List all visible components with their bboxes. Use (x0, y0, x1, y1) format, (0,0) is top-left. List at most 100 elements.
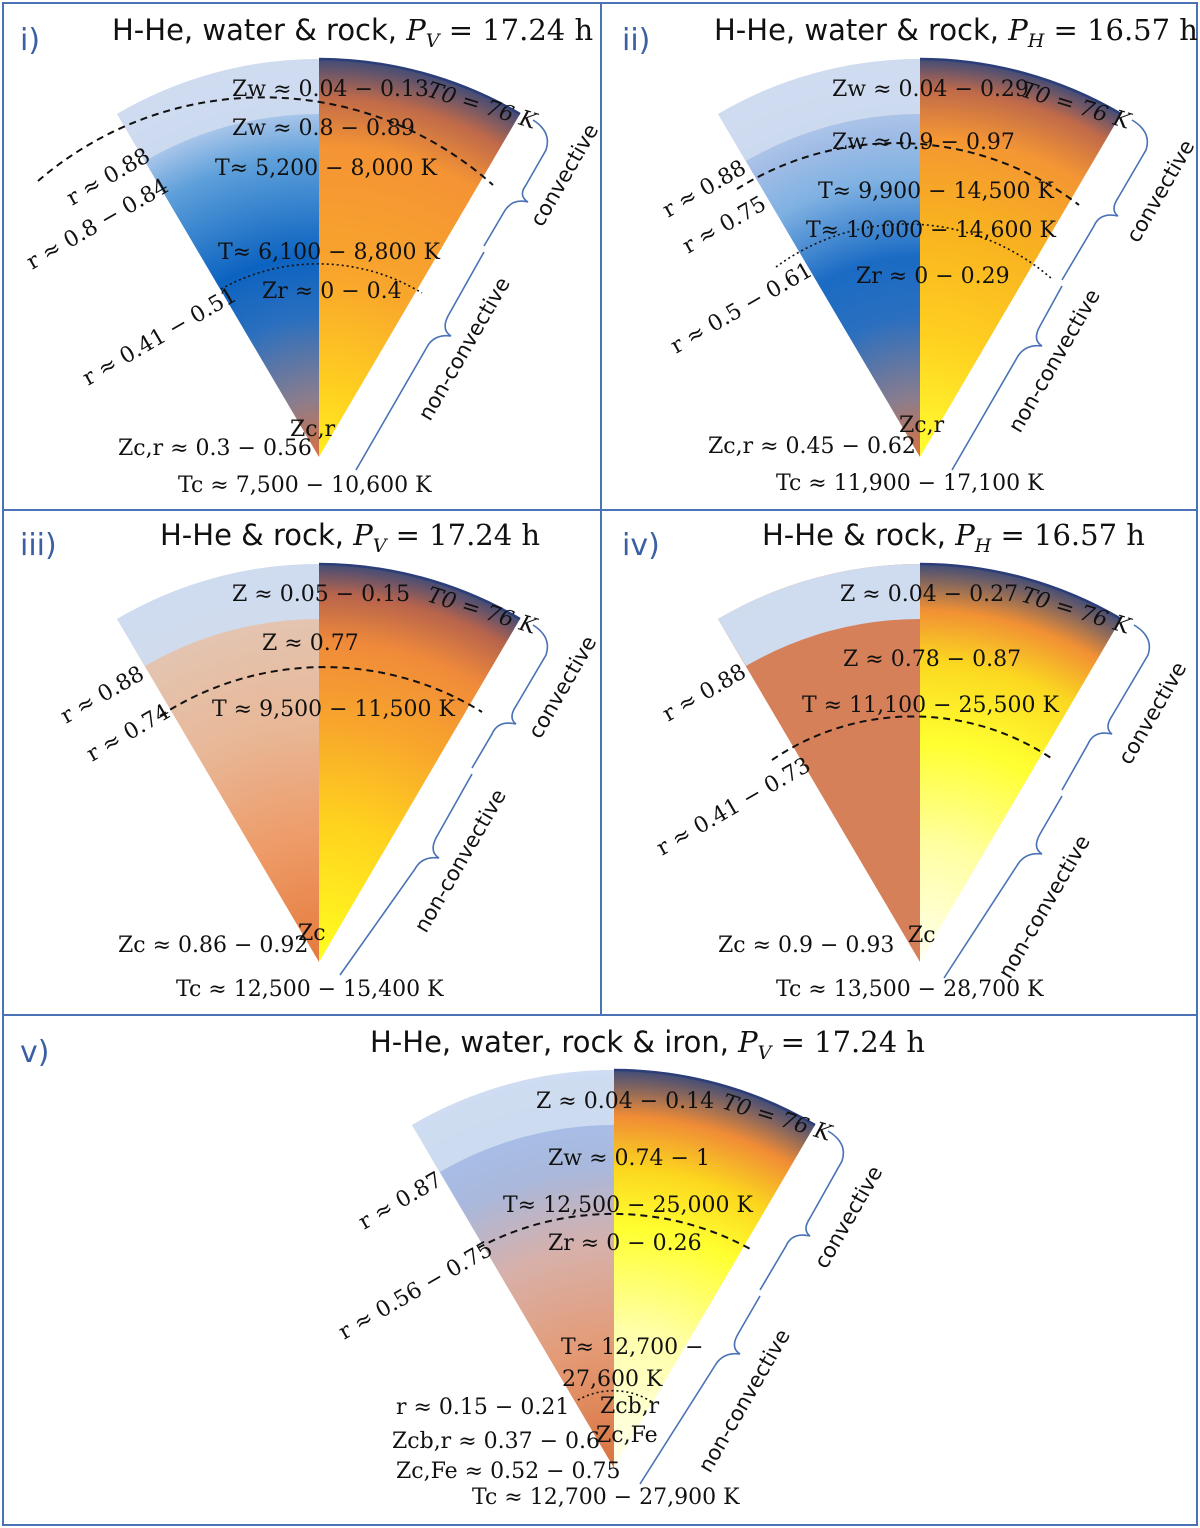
outer-surface-arc (919, 57, 1122, 116)
label-z-center: Zc ≈ 0.86 − 0.92 (118, 933, 308, 958)
panel-id: iv) (622, 528, 660, 563)
outer-surface-arc (919, 562, 1122, 621)
label-convective: convective (526, 120, 604, 231)
panel-title: H-He, water, rock & iron, PV = 17.24 h (370, 1025, 925, 1064)
panel-ii: ii) H-He, water & rock, PH = 16.57 h Zw … (622, 13, 1199, 496)
label-convective: convective (1122, 136, 1200, 247)
label-t-center: Tc ≈ 13,500 − 28,700 K (776, 977, 1044, 1002)
label-convective: convective (524, 632, 602, 743)
label-r-outer: r ≈ 0.88 (659, 660, 751, 728)
label-z-center: Zc ≈ 0.9 − 0.93 (718, 933, 894, 958)
outer-surface-arc (318, 562, 521, 621)
label-t-lower: T≈ 10,000 − 14,600 K (806, 218, 1056, 243)
envelope-outer-layer (412, 1070, 614, 1172)
label-t-upper: T≈ 5,200 − 8,000 K (215, 156, 437, 181)
panel-i: i) H-He, water & rock, PV = 17.24 h Zw ≈… (20, 13, 603, 498)
panel-iv: iv) H-He & rock, PH = 16.57 h Z ≈ 0.04 −… (622, 518, 1191, 1002)
label-t-center: Tc ≈ 12,500 − 15,400 K (176, 977, 444, 1002)
boundary-dashed-upper (159, 666, 483, 717)
label-r-inner: r ≈ 0.41 − 0.51 (79, 283, 242, 391)
wedge-right-temperature (319, 564, 520, 962)
label-convective: convective (810, 1162, 888, 1273)
outer-surface-arc (318, 57, 521, 116)
panel-id: iii) (20, 528, 57, 563)
label-center: Zc (298, 921, 326, 946)
brace-convective (1061, 624, 1151, 791)
label-t-upper: T ≈ 9,500 − 11,500 K (212, 697, 455, 722)
label-r-mid: r ≈ 0.56 − 0.75 (335, 1237, 498, 1345)
wedge-left-shade (718, 564, 920, 962)
label-non-convective: non-convective (994, 831, 1095, 982)
boundary-dashed-upper (37, 96, 494, 186)
label-non-convective: non-convective (694, 1325, 795, 1476)
panel-iii: iii) H-He & rock, PV = 17.24 h Z ≈ 0.05 … (20, 518, 601, 1002)
wedge-left-composition (412, 1070, 614, 1468)
label-r-outer: r ≈ 0.87 (355, 1168, 447, 1236)
label-t-upper: T≈ 9,900 − 14,500 K (818, 179, 1054, 204)
label-center: Zc,r (899, 413, 945, 438)
brace-convective (483, 119, 549, 247)
label-z-fe: Zc,Fe ≈ 0.52 − 0.75 (396, 1459, 621, 1484)
panel-id: v) (20, 1035, 49, 1070)
label-non-convective: non-convective (1004, 285, 1105, 436)
brace-convective (1061, 119, 1149, 281)
panel-id: ii) (622, 23, 650, 58)
brace-non-convective (951, 285, 1063, 471)
label-z-outer: Z ≈ 0.04 − 0.14 (536, 1089, 714, 1114)
label-z-center: Zc,r ≈ 0.45 − 0.62 (708, 434, 916, 459)
label-t-lower-line2: 27,600 K (562, 1367, 663, 1392)
brace-non-convective (339, 773, 473, 976)
label-z-lower: Zr ≈ 0 − 0.26 (548, 1231, 702, 1256)
label-z-upper: Z ≈ 0.77 (262, 631, 359, 656)
brace-non-convective (639, 1295, 761, 1485)
brace-convective (759, 1130, 845, 1291)
label-z-cb: Zcb,r ≈ 0.37 − 0.6 (392, 1429, 600, 1454)
envelope-outer-layer (718, 564, 920, 666)
panel-title: H-He, water & rock, PH = 16.57 h (714, 13, 1198, 52)
label-z-outer: Zw ≈ 0.04 − 0.13 (232, 77, 429, 102)
envelope-outer-layer (718, 58, 920, 161)
label-z-upper: Zw ≈ 0.74 − 1 (548, 1146, 710, 1171)
brace-convective (471, 624, 549, 769)
label-center: Zc,r (290, 417, 336, 442)
wedge-right-temperature (319, 59, 520, 457)
label-t-upper: T≈ 12,500 − 25,000 K (503, 1193, 753, 1218)
label-r-mid: r ≈ 0.41 − 0.73 (653, 753, 816, 861)
label-t-center: Tc ≈ 12,700 − 27,900 K (472, 1485, 740, 1510)
panel-title: H-He & rock, PH = 16.57 h (762, 518, 1145, 557)
label-z-center: Zc,r ≈ 0.3 − 0.56 (118, 436, 312, 461)
envelope-outer-layer (117, 58, 319, 161)
panel-title: H-He & rock, PV = 17.24 h (160, 518, 540, 557)
boundary-dotted-lower (775, 223, 1053, 280)
panel-v: v) H-He, water, rock & iron, PV = 17.24 … (20, 1025, 925, 1510)
wedge-right-temperature (614, 1070, 815, 1468)
brace-non-convective (355, 251, 485, 471)
wedge-left-composition (117, 58, 319, 458)
panel-title: H-He, water & rock, PV = 17.24 h (112, 13, 593, 52)
label-r-inner: r ≈ 0.15 − 0.21 (396, 1395, 569, 1420)
label-z-upper: Zw ≈ 0.9 − 0.97 (832, 130, 1015, 155)
boundary-dashed-upper (736, 142, 1080, 206)
label-z-lower: Zr ≈ 0 − 0.4 (262, 279, 402, 304)
label-z-outer: Zw ≈ 0.04 − 0.29 (832, 77, 1029, 102)
label-z-upper: Zw ≈ 0.8 − 0.89 (232, 116, 415, 141)
wedge-right-temperature (920, 564, 1121, 962)
label-center: Zc (908, 923, 936, 948)
wedge-left-composition (718, 58, 920, 458)
outer-surface-arc (613, 1068, 816, 1127)
boundary-dotted-lower (220, 263, 423, 294)
label-t-lower: T≈ 6,100 − 8,800 K (218, 240, 440, 265)
label-t-center: Tc ≈ 7,500 − 10,600 K (178, 473, 432, 498)
label-z-upper: Z ≈ 0.78 − 0.87 (843, 647, 1021, 672)
label-t-lower-line1: T≈ 12,700 − (561, 1335, 704, 1360)
label-t-upper: T ≈ 11,100 − 25,500 K (802, 693, 1059, 718)
label-convective: convective (1114, 658, 1192, 769)
brace-non-convective (943, 795, 1063, 979)
label-z-outer: Z ≈ 0.05 − 0.15 (232, 582, 410, 607)
envelope-outer-layer (117, 564, 319, 666)
label-t-center: Tc ≈ 11,900 − 17,100 K (776, 471, 1044, 496)
label-z-outer: Z ≈ 0.04 − 0.27 (840, 582, 1018, 607)
wedge-right-temperature (920, 59, 1121, 457)
